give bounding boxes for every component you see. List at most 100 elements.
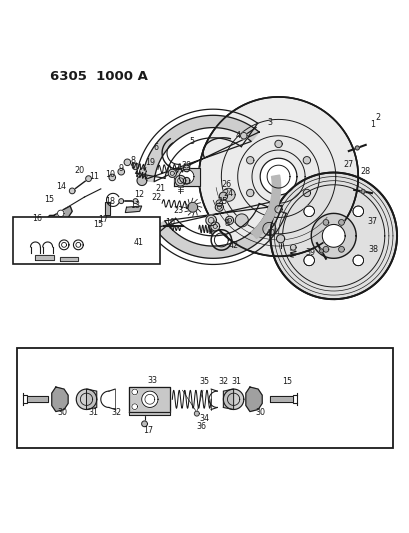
Polygon shape bbox=[260, 158, 296, 195]
Polygon shape bbox=[154, 202, 281, 259]
Text: 28: 28 bbox=[359, 167, 369, 176]
Polygon shape bbox=[302, 157, 310, 164]
Polygon shape bbox=[246, 157, 253, 164]
Text: 40: 40 bbox=[265, 229, 275, 238]
Polygon shape bbox=[109, 174, 115, 181]
Text: 24: 24 bbox=[223, 189, 233, 198]
Polygon shape bbox=[133, 199, 138, 204]
Polygon shape bbox=[124, 159, 130, 166]
Text: 21: 21 bbox=[155, 184, 165, 193]
Text: 29: 29 bbox=[181, 160, 191, 169]
Text: 15: 15 bbox=[281, 377, 291, 386]
Polygon shape bbox=[222, 188, 235, 201]
Bar bbox=[13, 217, 160, 264]
Text: 19: 19 bbox=[144, 158, 155, 167]
Text: 26: 26 bbox=[220, 180, 231, 189]
Polygon shape bbox=[132, 404, 137, 409]
Text: 15: 15 bbox=[93, 220, 103, 229]
Text: 3: 3 bbox=[266, 118, 272, 127]
Polygon shape bbox=[310, 213, 355, 259]
Polygon shape bbox=[85, 176, 91, 182]
Polygon shape bbox=[321, 224, 344, 247]
Text: 9: 9 bbox=[118, 164, 124, 173]
Text: 38: 38 bbox=[367, 245, 378, 254]
Polygon shape bbox=[246, 189, 253, 197]
Polygon shape bbox=[175, 175, 185, 186]
Polygon shape bbox=[360, 189, 364, 193]
Polygon shape bbox=[225, 216, 233, 224]
Text: 20: 20 bbox=[74, 166, 84, 175]
Polygon shape bbox=[251, 175, 280, 238]
Text: 5: 5 bbox=[189, 137, 194, 146]
Text: 25: 25 bbox=[216, 197, 227, 206]
Polygon shape bbox=[137, 176, 146, 185]
Polygon shape bbox=[139, 168, 146, 175]
Polygon shape bbox=[198, 97, 357, 256]
Polygon shape bbox=[322, 220, 328, 225]
Polygon shape bbox=[235, 214, 248, 227]
Text: 31: 31 bbox=[89, 408, 99, 417]
Polygon shape bbox=[132, 389, 137, 395]
Text: 30: 30 bbox=[255, 408, 265, 417]
Polygon shape bbox=[194, 411, 199, 416]
Text: 12: 12 bbox=[134, 190, 144, 199]
Polygon shape bbox=[338, 246, 344, 252]
Polygon shape bbox=[274, 140, 281, 148]
Polygon shape bbox=[322, 246, 328, 252]
Text: 42: 42 bbox=[228, 241, 238, 250]
Polygon shape bbox=[302, 189, 310, 197]
Polygon shape bbox=[215, 203, 223, 212]
Text: 33: 33 bbox=[147, 376, 157, 385]
Text: 30: 30 bbox=[58, 408, 67, 417]
Polygon shape bbox=[338, 220, 344, 225]
Polygon shape bbox=[290, 245, 295, 250]
Polygon shape bbox=[352, 255, 363, 266]
Text: 18: 18 bbox=[105, 197, 115, 206]
Polygon shape bbox=[262, 222, 275, 236]
Text: 31: 31 bbox=[231, 377, 241, 386]
Polygon shape bbox=[303, 255, 314, 266]
Polygon shape bbox=[119, 199, 124, 204]
Text: 6: 6 bbox=[153, 143, 158, 152]
Text: 32: 32 bbox=[218, 377, 228, 386]
Text: 11: 11 bbox=[89, 172, 99, 181]
Text: 2: 2 bbox=[375, 113, 380, 122]
Polygon shape bbox=[142, 115, 258, 182]
Polygon shape bbox=[354, 146, 358, 150]
Text: 10: 10 bbox=[164, 218, 174, 227]
Text: 39: 39 bbox=[305, 248, 315, 257]
Text: 34: 34 bbox=[199, 414, 209, 423]
Polygon shape bbox=[125, 206, 142, 213]
Polygon shape bbox=[179, 169, 193, 184]
Polygon shape bbox=[187, 203, 197, 212]
Polygon shape bbox=[105, 202, 110, 215]
Text: 14: 14 bbox=[56, 182, 66, 191]
Polygon shape bbox=[276, 235, 284, 243]
Polygon shape bbox=[57, 210, 64, 216]
Text: 23: 23 bbox=[173, 206, 183, 215]
Polygon shape bbox=[142, 421, 147, 427]
Polygon shape bbox=[27, 397, 47, 402]
Polygon shape bbox=[76, 389, 97, 409]
Text: 37: 37 bbox=[366, 217, 377, 226]
Text: 17: 17 bbox=[142, 426, 153, 435]
Text: 17: 17 bbox=[97, 215, 108, 224]
Text: 8: 8 bbox=[225, 219, 229, 228]
Text: 16: 16 bbox=[32, 214, 43, 223]
Polygon shape bbox=[274, 206, 281, 213]
Text: 41: 41 bbox=[133, 238, 144, 247]
Polygon shape bbox=[129, 411, 170, 415]
Text: 4: 4 bbox=[236, 131, 240, 140]
Polygon shape bbox=[223, 389, 233, 409]
Text: 32: 32 bbox=[111, 408, 121, 417]
Polygon shape bbox=[132, 163, 139, 169]
Polygon shape bbox=[210, 222, 219, 231]
Polygon shape bbox=[352, 206, 363, 216]
Polygon shape bbox=[69, 188, 75, 194]
Text: 27: 27 bbox=[343, 160, 353, 169]
Polygon shape bbox=[205, 215, 216, 225]
Text: 8: 8 bbox=[130, 156, 136, 165]
Polygon shape bbox=[270, 397, 292, 402]
Polygon shape bbox=[303, 206, 314, 216]
Polygon shape bbox=[86, 389, 97, 409]
